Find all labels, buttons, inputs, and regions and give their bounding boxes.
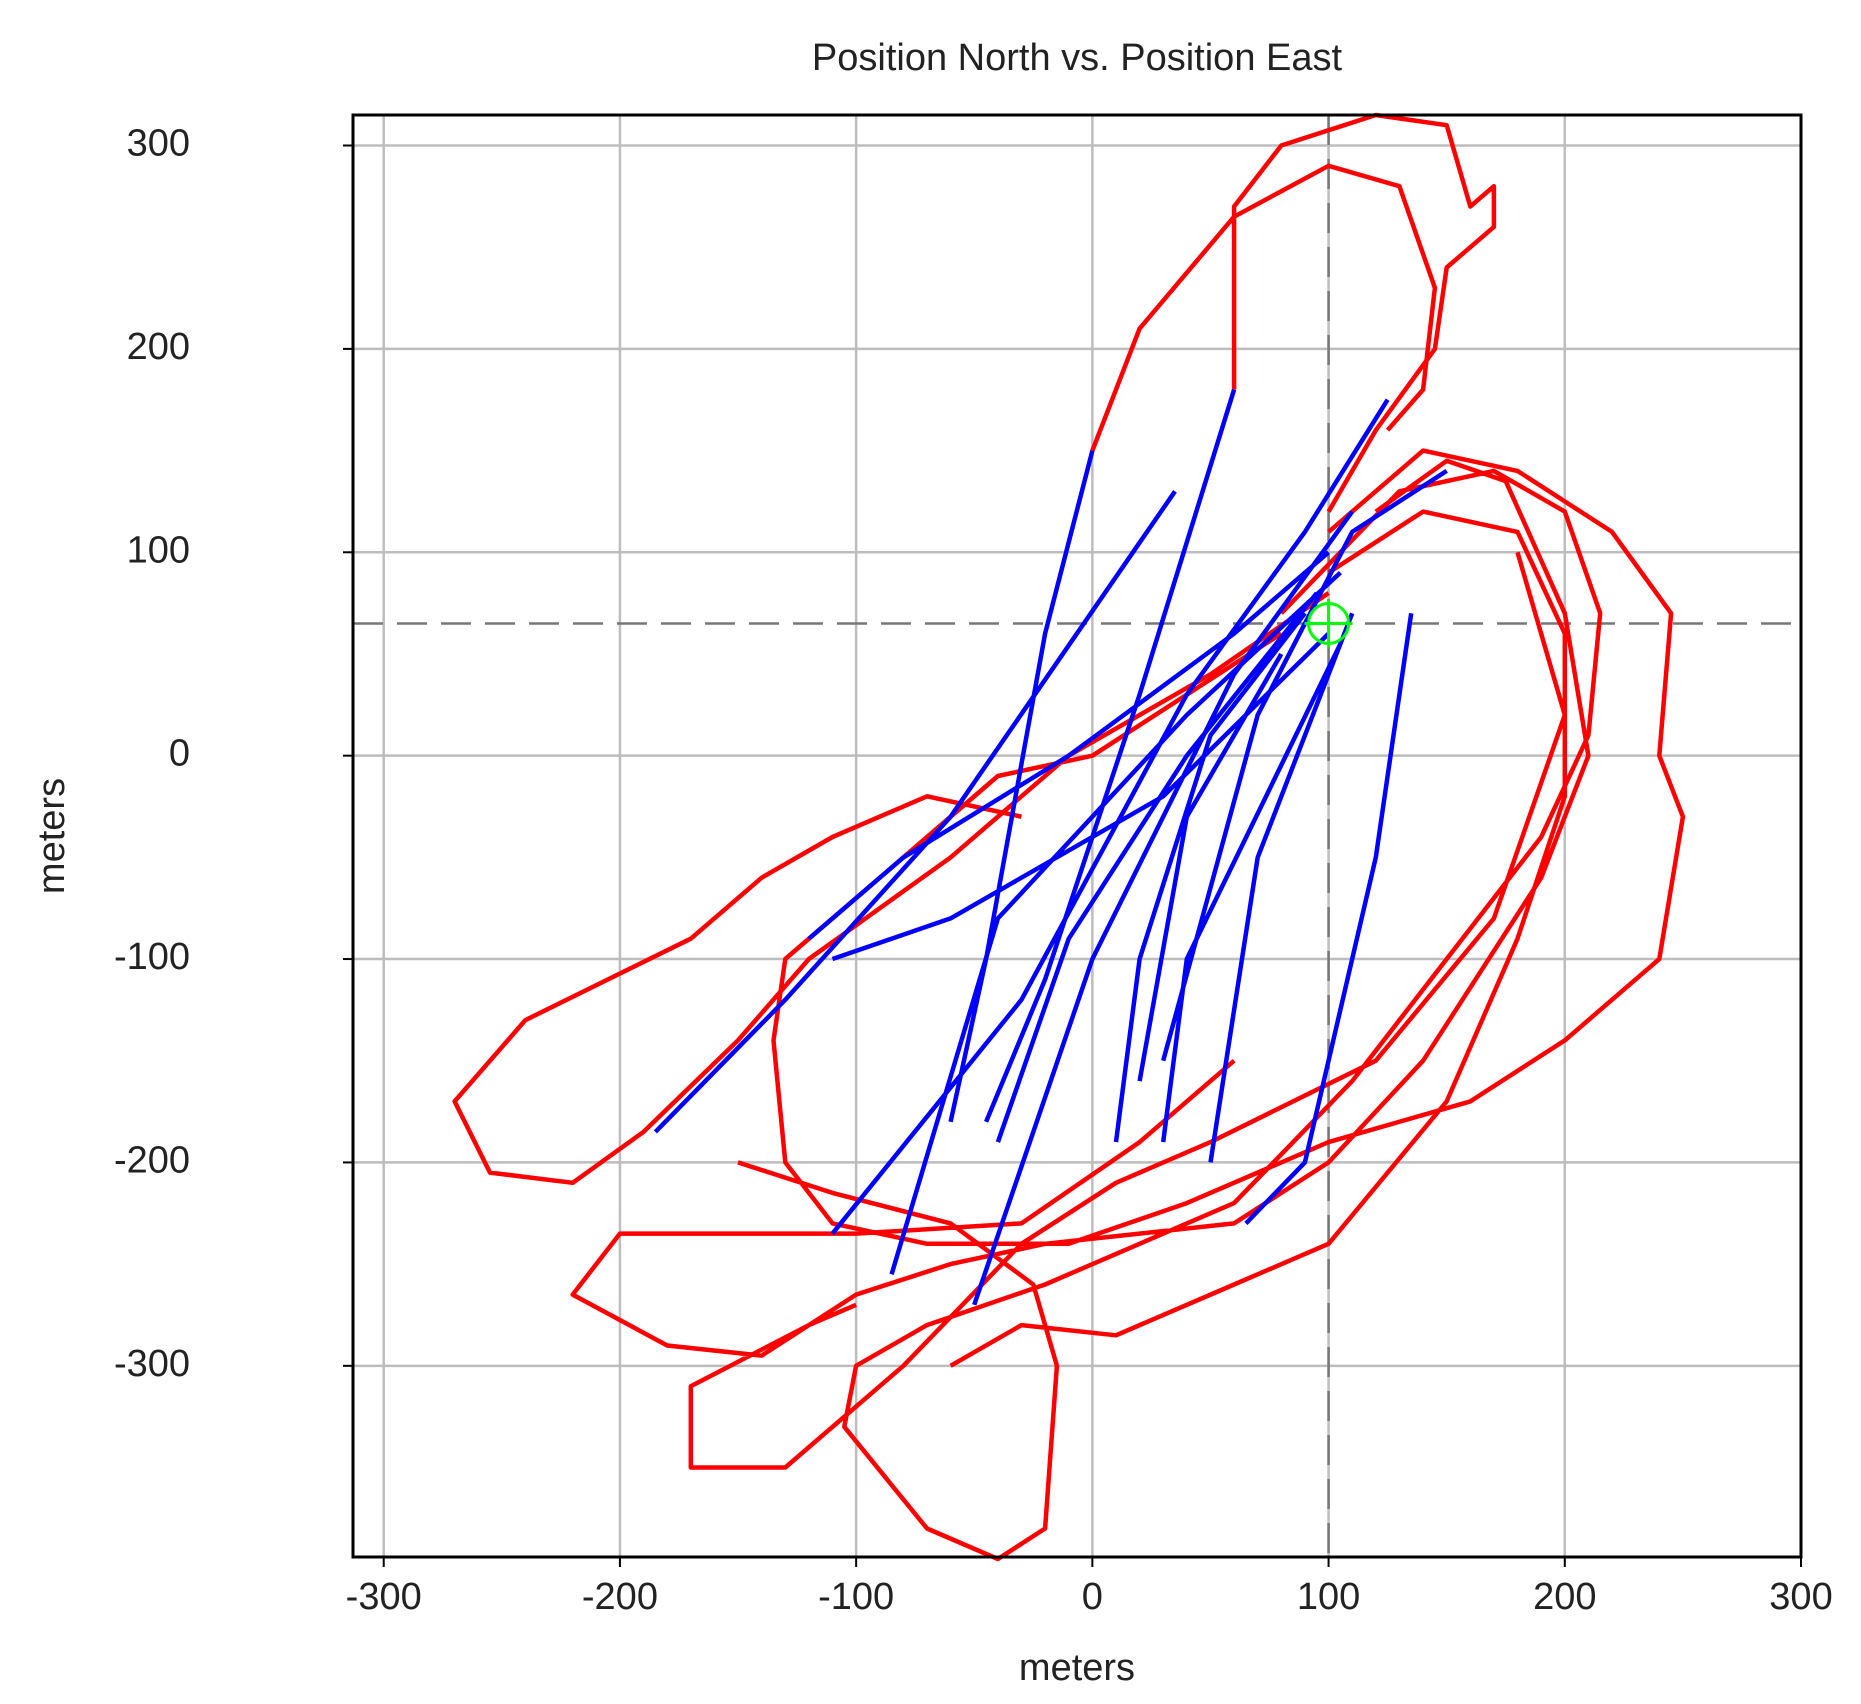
y-tick-label: -200 — [114, 1139, 190, 1181]
x-tick-label: 0 — [1082, 1576, 1103, 1618]
y-tick-label: 200 — [127, 326, 190, 368]
x-tick-label: 100 — [1297, 1576, 1360, 1618]
trajectory — [452, 112, 1686, 1562]
x-tick-label: -200 — [582, 1576, 658, 1618]
x-tick-label: 200 — [1533, 1576, 1596, 1618]
y-tick-label: 100 — [127, 529, 190, 571]
x-tick-label: -100 — [818, 1576, 894, 1618]
y-axis-label: meters — [31, 778, 73, 894]
y-tick-label: 300 — [127, 123, 190, 165]
y-tick-label: -300 — [114, 1343, 190, 1385]
x-tick-label: 300 — [1769, 1576, 1832, 1618]
chart-title: Position North vs. Position East — [812, 37, 1343, 79]
position-marker — [1304, 599, 1353, 648]
plot-border — [351, 113, 1803, 1559]
x-axis-label: meters — [1019, 1647, 1135, 1689]
y-tick-label: -100 — [114, 936, 190, 978]
y-tick-label: 0 — [169, 733, 190, 775]
x-tick-label: -300 — [346, 1576, 422, 1618]
